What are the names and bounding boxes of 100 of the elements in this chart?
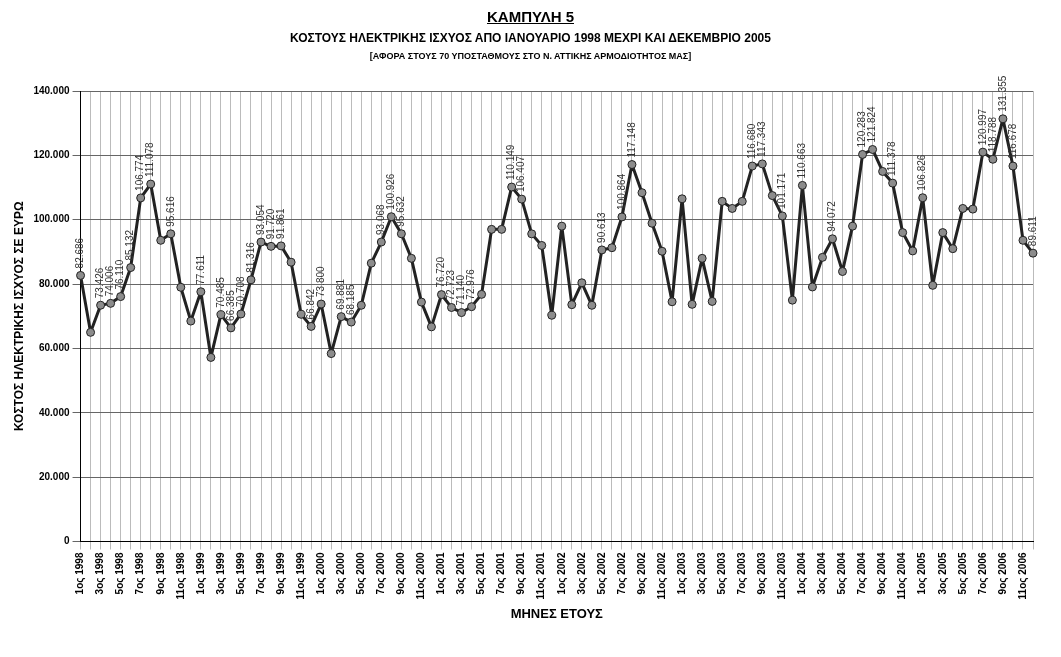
data-label: 93.068 — [375, 203, 387, 236]
x-tick-label: 11ος 2000 — [415, 552, 428, 600]
x-tick-label: 5ος 2001 — [475, 552, 488, 595]
x-tick-label: 3ος 2002 — [575, 552, 588, 595]
x-tick-label: 1ος 1998 — [74, 552, 87, 595]
x-tick-label: 11ος 1999 — [294, 552, 307, 600]
y-tick-label: 80.000 — [38, 277, 70, 289]
x-tick-label: 9ος 2001 — [515, 552, 528, 595]
x-tick-label: 3ος 2000 — [334, 552, 347, 595]
x-tick-label: 11ος 1998 — [174, 552, 187, 600]
data-label: 76.110 — [114, 259, 126, 290]
data-label: 131.355 — [996, 75, 1008, 112]
x-tick-label: 3ος 1999 — [214, 552, 227, 595]
x-tick-label: 7ος 2003 — [736, 552, 748, 595]
data-label: 90.613 — [595, 211, 607, 243]
data-label: 106.407 — [515, 155, 527, 193]
y-tick-label: 0 — [63, 535, 70, 547]
x-tick-label: 7ος 2002 — [615, 552, 628, 595]
data-label: 118.788 — [986, 116, 998, 153]
data-label: 100.926 — [385, 173, 397, 210]
data-label: 117.343 — [756, 121, 768, 157]
x-tick-label: 3ος 2001 — [455, 552, 468, 595]
data-label: 95.616 — [164, 195, 176, 227]
x-tick-label: 5ος 1999 — [234, 552, 247, 595]
x-tick-label: 1ος 2005 — [916, 552, 929, 595]
data-label: 120.283 — [856, 110, 868, 148]
x-tick-label: 7ος 1998 — [134, 552, 147, 595]
x-tick-label: 5ος 1998 — [114, 552, 127, 595]
data-label: 106.774 — [134, 154, 146, 191]
x-tick-label: 5ος 2004 — [836, 552, 849, 595]
x-tick-label: 9ος 2003 — [756, 552, 769, 595]
x-tick-label: 3ος 1998 — [94, 552, 107, 595]
x-tick-label: 1ος 2000 — [314, 552, 327, 595]
x-tick-label: 1ος 2002 — [555, 552, 568, 595]
y-tick-label: 140.000 — [33, 84, 70, 96]
data-label: 81.316 — [244, 241, 256, 273]
data-label: 76.720 — [435, 256, 447, 288]
data-label: 68.185 — [344, 284, 356, 316]
data-label: 93.054 — [254, 204, 266, 236]
data-label: 117.148 — [625, 121, 637, 158]
data-label: 95.632 — [395, 195, 407, 227]
data-label: 71.140 — [455, 274, 467, 306]
x-tick-label: 11ος 2003 — [776, 552, 789, 600]
data-label: 70.708 — [234, 275, 246, 307]
data-label: 111.078 — [144, 141, 156, 178]
data-label: 110.663 — [796, 142, 808, 179]
x-tick-label: 5ος 2005 — [956, 552, 969, 595]
y-tick-label: 40.000 — [38, 406, 70, 418]
data-label: 94.072 — [826, 200, 838, 232]
data-label: 101.171 — [776, 172, 788, 209]
y-axis-title: ΚΟΣΤΟΣ ΗΛΕΚΤΡΙΚΗΣ ΙΣΧΥΟΣ ΣΕ ΕΥΡΩ — [11, 201, 26, 432]
x-tick-label: 5ος 2000 — [355, 552, 368, 595]
x-tick-label: 3ος 2004 — [816, 552, 829, 595]
x-tick-label: 11ος 2001 — [535, 552, 548, 600]
y-tick-label: 60.000 — [38, 342, 70, 354]
y-tick-label: 20.000 — [38, 470, 70, 482]
x-tick-label: 3ος 2005 — [936, 552, 949, 595]
data-label: 121.824 — [866, 105, 878, 143]
data-label: 73.800 — [314, 266, 326, 298]
data-label: 120.997 — [976, 108, 988, 146]
x-tick-label: 7ος 2004 — [856, 552, 869, 595]
data-label: 73.426 — [94, 267, 106, 299]
data-label: 70.485 — [214, 276, 226, 308]
data-label: 91.861 — [274, 207, 286, 239]
x-tick-label: 9ος 2004 — [876, 552, 889, 595]
data-label: 69.881 — [334, 278, 346, 310]
x-tick-label: 11ος 2006 — [1016, 552, 1029, 600]
x-tick-label: 11ος 2004 — [896, 552, 909, 600]
data-label: 91.720 — [264, 208, 276, 240]
chart-title: ΚΑΜΠΥΛΗ 5 — [486, 8, 575, 25]
data-label: 66.385 — [224, 289, 236, 321]
chart-subtitle: ΚΟΣΤΟΥΣ ΗΛΕΚΤΡΙΚΗΣ ΙΣΧΥΟΣ ΑΠΟ ΙΑΝΟΥΑΡΙΟ 1998 ΜΕΧΡΙ ΚΑΙ ΔΕΚΕΜΒΡΙΟ 2005 — [289, 31, 772, 45]
x-tick-label: 9ος 2002 — [635, 552, 648, 595]
x-tick-label: 11ος 2002 — [655, 552, 668, 600]
data-label: 89.611 — [1026, 215, 1038, 247]
data-label: 82.686 — [74, 237, 86, 269]
x-tick-label: 3ος 2003 — [695, 552, 708, 595]
text: [ΑΦΟΡΑ ΣΤΟΥΣ 70 ΥΠΟΣΤΑΘΜΟΥΣ ΣΤΟ Ν. ΑΤΤΙΚΗΣ ΑΡΜΟΔΙΟΤΗΤΟΣ ΜΑΣ] — [368, 51, 693, 61]
x-tick-label: 1ος 2003 — [675, 552, 688, 595]
x-tick-label: 7ος 2001 — [495, 552, 508, 595]
x-tick-label: 7ος 2000 — [375, 552, 388, 595]
data-label: 77.611 — [194, 254, 206, 285]
x-tick-label: 7ος 1999 — [254, 552, 267, 595]
x-tick-label: 9ος 1998 — [154, 552, 167, 595]
data-label: 72.976 — [465, 268, 477, 300]
x-tick-label: 9ος 1999 — [274, 552, 287, 595]
x-axis-title: ΜΗΝΕΣ ΕΤΟΥΣ — [510, 605, 604, 621]
data-label: 85.132 — [124, 229, 136, 261]
data-label: 106.826 — [916, 154, 928, 191]
data-label: 66.842 — [304, 288, 316, 320]
y-tick-label: 100.000 — [33, 213, 70, 225]
x-tick-label: 1ος 1999 — [194, 552, 207, 595]
x-tick-label: 1ος 2001 — [435, 552, 448, 595]
data-label: 116.680 — [746, 123, 758, 160]
x-tick-label: 1ος 2004 — [796, 552, 809, 595]
data-label: 111.378 — [886, 141, 898, 177]
x-tick-label: 9ος 2006 — [996, 552, 1009, 595]
y-tick-label: 120.000 — [33, 149, 70, 161]
data-label: 110.149 — [505, 144, 517, 181]
x-tick-label: 5ος 2003 — [715, 552, 728, 595]
